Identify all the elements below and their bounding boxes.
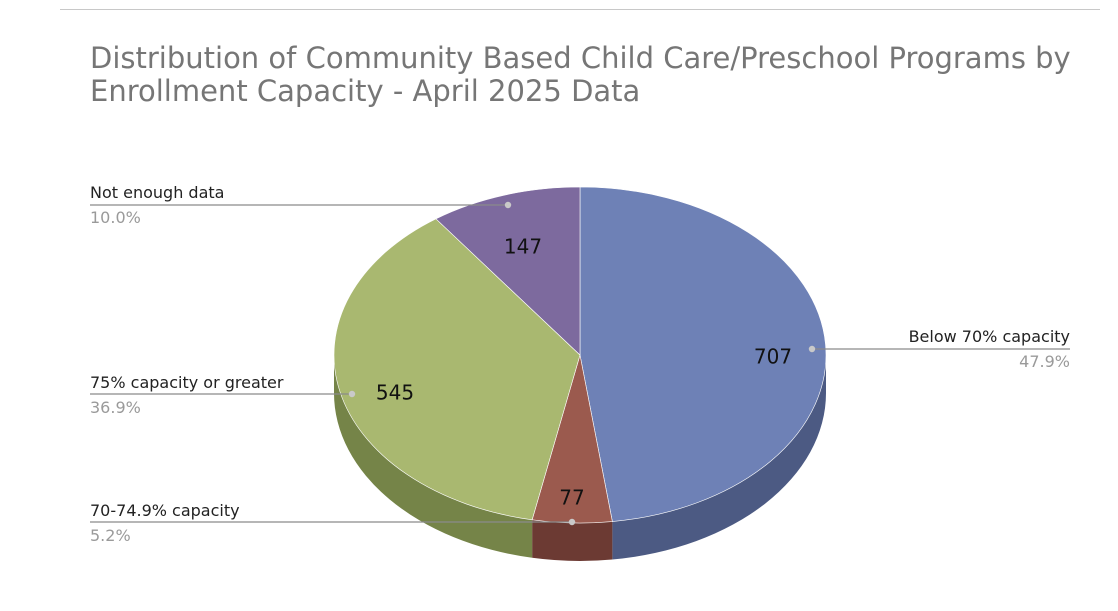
slice-percent-label-4: 10.0% <box>90 208 141 227</box>
slice-percent-label-3: 36.9% <box>90 398 141 417</box>
leader-dot-2 <box>568 518 576 526</box>
leader-dot-4 <box>504 201 512 209</box>
leader-dot-3 <box>348 390 356 398</box>
chart-title-line-2: Enrollment Capacity - April 2025 Data <box>90 74 641 108</box>
slice-value-label-3: 545 <box>376 381 414 405</box>
slice-category-label-4: Not enough data <box>90 183 224 202</box>
chart-title: Distribution of Community Based Child Ca… <box>90 42 1090 108</box>
slice-percent-label-2: 5.2% <box>90 526 131 545</box>
slice-labels: 707 77 545 147 Below 70% capacity 47.9% 70-74.… <box>90 183 1070 545</box>
slice-percent-label-1: 47.9% <box>1019 352 1070 371</box>
pie-side-1 <box>612 355 826 560</box>
pie-side-3 <box>334 355 533 558</box>
slice-value-label-1: 707 <box>754 345 792 369</box>
pie-side-walls <box>334 355 826 562</box>
slice-value-label-4: 147 <box>504 235 542 259</box>
pie-slice-1 <box>579 186 827 522</box>
pie-slice-3 <box>333 218 581 521</box>
pie-side-2 <box>532 519 613 562</box>
leader-lines <box>90 201 1070 526</box>
chart-title-line-1: Distribution of Community Based Child Ca… <box>90 41 1071 75</box>
leader-dot-1 <box>808 345 816 353</box>
slice-category-label-1: Below 70% capacity <box>909 327 1070 346</box>
pie-slice-4 <box>435 186 581 356</box>
slice-category-label-2: 70-74.9% capacity <box>90 501 240 520</box>
top-rule <box>60 9 1100 10</box>
pie-slices <box>333 186 827 524</box>
slice-category-label-3: 75% capacity or greater <box>90 373 284 392</box>
slice-value-label-2: 77 <box>559 486 584 510</box>
